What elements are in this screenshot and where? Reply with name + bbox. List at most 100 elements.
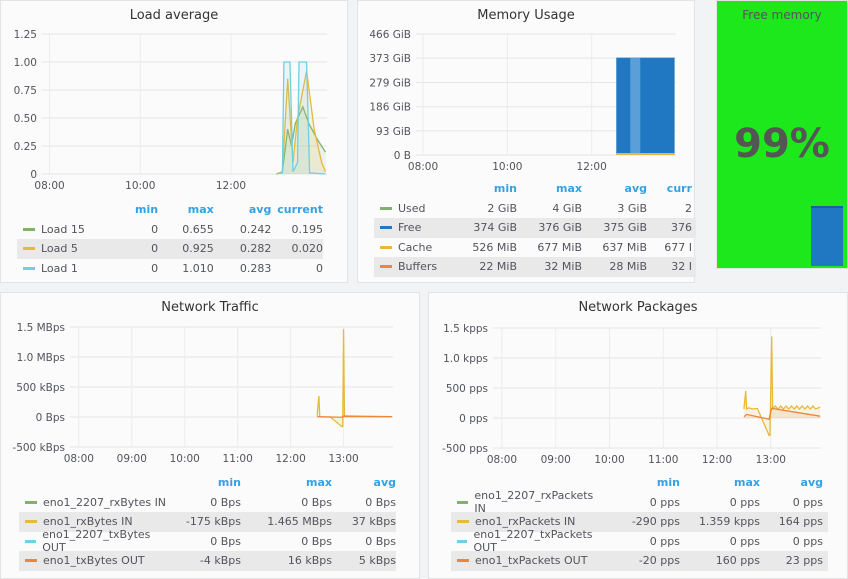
y-tick-label: 93 GiB	[376, 126, 411, 138]
legend-col-min[interactable]: min	[493, 182, 517, 196]
y-tick-label: 0 B	[394, 150, 411, 162]
legend-row[interactable]: Cache 526 MiB 677 MiB 637 MiB 677 I	[374, 238, 696, 258]
legend-value: 526 MiB	[472, 240, 517, 254]
panel-title: Free memory	[742, 8, 822, 22]
memory-usage-chart: 0 B 93 GiB 186 GiB 279 GiB 373 GiB 466 GiB 08:…	[369, 29, 676, 173]
legend-row[interactable]: eno1_2207_rxPackets IN 0 pps 0 pps 0 pps	[451, 489, 828, 515]
legend-value: 23 pps	[785, 554, 823, 568]
legend-row[interactable]: eno1_2207_rxBytes IN 0 Bps 0 Bps 0 Bps	[19, 493, 396, 513]
legend-row[interactable]: eno1_txPackets OUT -20 pps 160 pps 23 pps	[451, 551, 828, 571]
legend-value: 677 MiB	[537, 240, 582, 254]
bar-free	[616, 57, 675, 155]
series-color-icon[interactable]	[380, 245, 392, 249]
legend-row[interactable]: Used 2 GiB 4 GiB 3 GiB 2	[374, 199, 696, 219]
series-color-icon[interactable]	[25, 500, 37, 504]
y-tick-label: 500 pps	[446, 383, 488, 395]
x-tick-label: 08:00	[487, 454, 517, 466]
series-label[interactable]: eno1_rxPackets IN	[475, 515, 576, 529]
legend-col-min[interactable]: min	[217, 476, 241, 490]
legend-col-min[interactable]: min	[656, 476, 680, 490]
series-color-icon[interactable]	[457, 559, 469, 563]
series-name: eno1_2207_rxBytes IN	[19, 496, 169, 509]
series-color-icon[interactable]	[23, 227, 35, 231]
series-color-icon[interactable]	[457, 500, 469, 504]
series-color-icon[interactable]	[380, 206, 392, 210]
y-tick-label: 0.25	[14, 141, 37, 153]
legend-row[interactable]: Load 5 0 0.925 0.282 0.020	[17, 239, 323, 259]
legend-col-avg[interactable]: avg	[373, 476, 396, 490]
load-average-panel: Load average 0 0.25 0.50 0.75 1.00 1.25 08:00 1…	[0, 0, 348, 283]
legend-value: 2	[685, 201, 692, 215]
series-color-icon[interactable]	[25, 559, 37, 563]
series-name: Free	[374, 221, 454, 234]
series-label[interactable]: Cache	[398, 240, 433, 254]
y-tick-label: 1.5 MBps	[17, 322, 65, 334]
legend-row[interactable]: eno1_txBytes OUT -4 kBps 16 kBps 5 kBps	[19, 551, 396, 571]
series-label[interactable]: Free	[398, 221, 422, 235]
legend-row[interactable]: Load 15 0 0.655 0.242 0.195	[17, 220, 323, 240]
series-label[interactable]: eno1_txBytes OUT	[43, 554, 145, 568]
series-label[interactable]: eno1_2207_rxPackets IN	[474, 489, 594, 516]
series-fill	[276, 62, 326, 174]
x-tick-label: 08:00	[34, 180, 64, 192]
legend-row[interactable]: eno1_2207_txBytes OUT 0 Bps 0 Bps 0 Bps	[19, 528, 396, 554]
series-label[interactable]: eno1_2207_txBytes OUT	[42, 528, 151, 555]
legend-table: min max avg curr Used 2 GiB 4 GiB 3 GiB 2 Free 374…	[374, 179, 696, 277]
legend-row[interactable]: Load 1 0 1.010 0.283 0	[17, 259, 323, 279]
load-average-chart: 0 0.25 0.50 0.75 1.00 1.25 08:00 10:00 12:00	[14, 29, 327, 192]
legend-row[interactable]: eno1_2207_txPackets OUT 0 pps 0 pps 0 pps	[451, 528, 828, 554]
series-label[interactable]: Used	[398, 201, 426, 215]
series-color-icon[interactable]	[380, 226, 392, 230]
legend-value: 1.010	[182, 261, 214, 275]
series-line-Load 5	[276, 70, 327, 175]
x-tick-label: 10:00	[170, 453, 200, 465]
legend-value: 164 pps	[778, 515, 823, 529]
series-label[interactable]: eno1_rxBytes IN	[43, 515, 133, 529]
legend-value: 677 I	[664, 240, 692, 254]
legend-col-max[interactable]: max	[556, 182, 582, 196]
legend-value: 0.655	[182, 222, 214, 236]
y-tick-label: 1.5 kpps	[443, 323, 488, 335]
legend-row[interactable]: Free 374 GiB 376 GiB 375 GiB 376	[374, 218, 696, 238]
series-label[interactable]: eno1_2207_rxBytes IN	[43, 495, 167, 509]
series-color-icon[interactable]	[380, 265, 392, 269]
series-color-icon[interactable]	[457, 539, 468, 543]
series-color-icon[interactable]	[457, 520, 469, 524]
x-tick-label: 10:00	[125, 180, 155, 192]
y-tick-label: 500 kBps	[16, 382, 65, 394]
legend-col-max[interactable]: max	[187, 203, 214, 217]
legend-value: 1.359 kpps	[698, 515, 760, 529]
free-memory-panel: Free memory 99%	[716, 0, 848, 269]
legend-value: 0 pps	[649, 534, 680, 548]
series-label[interactable]: Load 15	[41, 222, 85, 236]
series-label[interactable]: eno1_2207_txPackets OUT	[473, 528, 593, 555]
legend-row[interactable]: eno1_rxPackets IN -290 pps 1.359 kpps 164 p…	[451, 512, 828, 532]
series-color-icon[interactable]	[25, 520, 37, 524]
legend-col-avg[interactable]: avg	[248, 203, 272, 217]
memory-usage-panel: Memory Usage 0 B 93 GiB 186 GiB 279 GiB 373 …	[357, 0, 696, 283]
series-line-eno1_rxPackets IN	[743, 336, 821, 437]
series-color-icon[interactable]	[25, 539, 37, 543]
series-label[interactable]: eno1_txPackets OUT	[475, 554, 588, 568]
legend-value: 3 GiB	[617, 201, 647, 215]
legend-row[interactable]: eno1_rxBytes IN -175 kBps 1.465 MBps 37 kBp…	[19, 512, 396, 532]
legend-value: 0 pps	[729, 534, 760, 548]
legend-col-curr[interactable]: curr	[666, 182, 692, 196]
series-color-icon[interactable]	[23, 266, 35, 270]
x-tick-label: 10:00	[594, 454, 624, 466]
legend-row[interactable]: Buffers 22 MiB 32 MiB 28 MiB 32 I	[374, 257, 696, 277]
series-color-icon[interactable]	[23, 247, 35, 251]
legend-col-max[interactable]: max	[306, 476, 332, 490]
legend-col-max[interactable]: max	[734, 476, 760, 490]
legend-col-avg[interactable]: avg	[624, 182, 647, 196]
series-label[interactable]: Load 5	[41, 242, 78, 256]
series-line-eno1_rxBytes IN	[316, 329, 393, 428]
legend-table: min max avg eno1_2207_rxPackets IN 0 pps 0 pp…	[451, 473, 828, 571]
legend-col-min[interactable]: min	[135, 203, 159, 217]
series-label[interactable]: Load 1	[41, 261, 78, 275]
x-tick-label: 08:00	[64, 453, 94, 465]
legend-col-current[interactable]: current	[277, 203, 323, 217]
series-name: eno1_2207_rxPackets IN	[451, 489, 601, 515]
series-label[interactable]: Buffers	[398, 260, 438, 274]
legend-col-avg[interactable]: avg	[800, 476, 823, 490]
